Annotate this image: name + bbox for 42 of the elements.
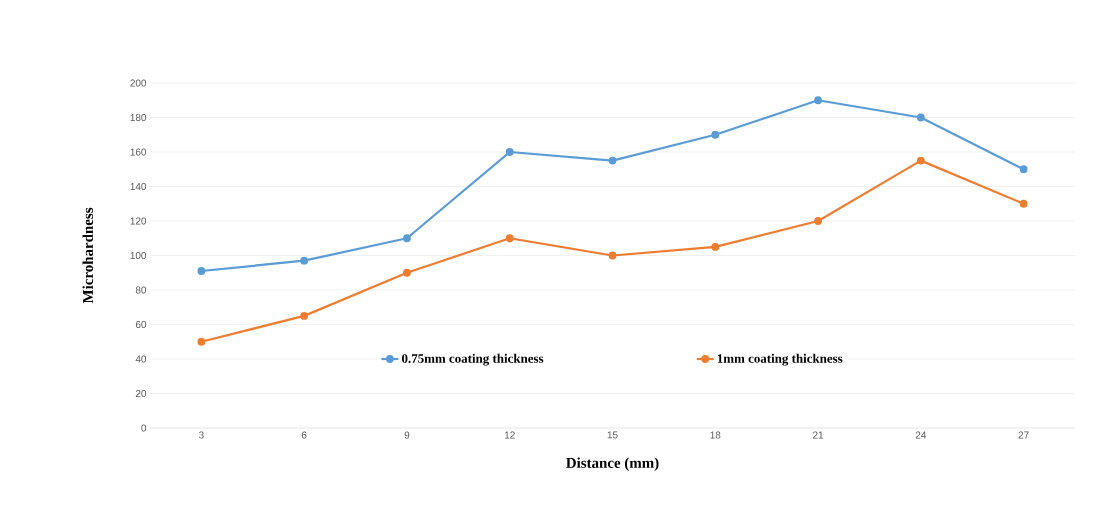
point (608, 156, 617, 165)
point (814, 217, 822, 225)
x-tick-label: 18 (710, 431, 721, 439)
y-tick-label: 60 (135, 320, 147, 329)
point (197, 267, 206, 275)
point (916, 156, 925, 165)
point (300, 311, 309, 320)
legend-label: 1mm coating thickness (717, 353, 843, 366)
x-tick-label: 24 (915, 431, 927, 439)
point (916, 113, 925, 122)
point (300, 256, 309, 265)
y-tick-label: 80 (135, 286, 147, 294)
x-tick-label: 9 (404, 431, 410, 439)
y-tick-label: 120 (130, 217, 147, 225)
point (1019, 199, 1028, 208)
point (197, 337, 206, 346)
y-tick-label: 140 (130, 182, 147, 191)
x-axis-title: Distance (mm) (566, 457, 659, 471)
y-axis-title: Microhardness (82, 207, 94, 304)
point (711, 130, 720, 139)
x-tick-label: 6 (301, 431, 307, 439)
point (403, 268, 411, 277)
y-tick-label: 20 (135, 389, 147, 398)
y-tick-label: 200 (130, 79, 147, 87)
x-tick-label: 3 (198, 431, 204, 439)
y-tick-label: 40 (135, 355, 147, 363)
x-tick-label: 15 (607, 431, 618, 439)
point (505, 148, 514, 156)
x-tick-label: 12 (504, 431, 515, 439)
y-tick-label: 0 (141, 424, 147, 432)
y-tick-label: 100 (130, 251, 147, 260)
y-tick-label: 180 (130, 113, 147, 122)
point (711, 242, 720, 251)
point (608, 251, 617, 260)
x-tick-label: 21 (813, 431, 824, 439)
legend-label: 0.75mm coating thickness (402, 353, 544, 366)
y-tick-label: 160 (130, 148, 147, 156)
point (814, 96, 822, 105)
x-tick-label: 27 (1018, 431, 1029, 439)
point (403, 234, 411, 243)
point (1019, 165, 1028, 174)
point (505, 234, 514, 243)
